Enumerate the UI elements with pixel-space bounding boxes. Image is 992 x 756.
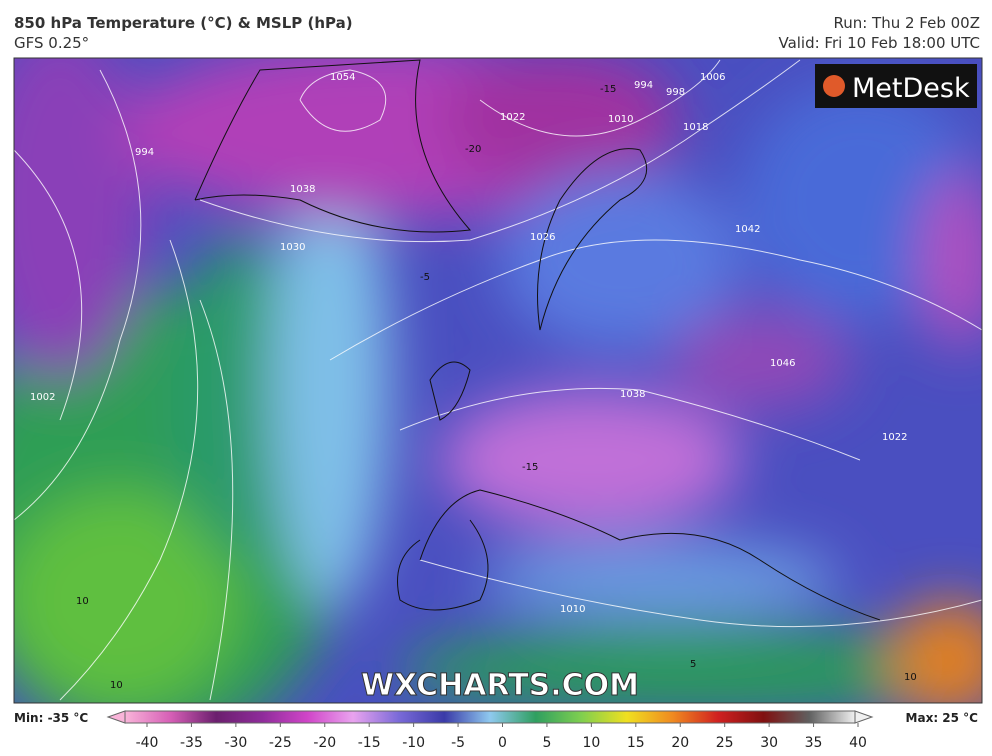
map: 1054 1038 1030 1022 1010 994 998 1006 10… <box>14 58 982 703</box>
isobar-label: 1026 <box>530 232 555 243</box>
colorbar-tick-label: 15 <box>627 735 645 751</box>
isobar-label: 1006 <box>700 72 725 83</box>
logo-icon <box>823 75 845 97</box>
colorbar-tick-label: -25 <box>269 735 292 751</box>
colorbar-tick-label: -15 <box>358 735 381 751</box>
colorbar-tick-label: -30 <box>224 735 247 751</box>
isobar-label: 998 <box>666 87 685 98</box>
isobar-label: 994 <box>634 80 653 91</box>
temperature-label: 10 <box>904 672 917 683</box>
colorbar-tick-label: -5 <box>451 735 465 751</box>
temperature-label: 10 <box>76 596 89 607</box>
colorbar-ticks: -40 -35 -30 -25 -20 -15 -10 -5 0 5 10 15 20 25 30 35 40 <box>136 723 867 751</box>
colorbar-tick-label: -40 <box>136 735 159 751</box>
colorbar-tick-label: 25 <box>716 735 734 751</box>
colorbar-tick-label: 20 <box>671 735 689 751</box>
isobar-label: 1054 <box>330 72 355 83</box>
isobar-label: 1030 <box>280 242 305 253</box>
colorbar <box>124 710 856 724</box>
colorbar-tick-label: 0 <box>498 735 507 751</box>
temperature-label: -15 <box>522 462 538 473</box>
isobar-label: 1042 <box>735 224 760 235</box>
temperature-label: 10 <box>110 680 123 691</box>
colorbar-tick-label: -20 <box>313 735 336 751</box>
logo-text: MetDesk <box>852 73 970 104</box>
temperature-label: -5 <box>420 272 430 283</box>
colorbar-tick-label: 30 <box>760 735 778 751</box>
min-label: Min: -35 °C <box>14 711 88 725</box>
watermark: WXCHARTS.COM <box>361 668 639 703</box>
isobar-label: 1022 <box>500 112 525 123</box>
isobar-label: 1022 <box>882 432 907 443</box>
colorbar-low-end <box>106 710 126 724</box>
subtitle: GFS 0.25° <box>14 34 89 52</box>
temperature-label: -15 <box>600 84 616 95</box>
colorbar-tick-label: -35 <box>180 735 203 751</box>
colorbar-tick-label: -10 <box>402 735 425 751</box>
isobar-label: 1018 <box>683 122 708 133</box>
colorbar-tick-label: 10 <box>582 735 600 751</box>
isobar-label: 1038 <box>290 184 315 195</box>
isobar-label: 1010 <box>560 604 585 615</box>
temperature-label: 5 <box>690 659 696 670</box>
temperature-label: -20 <box>465 144 481 155</box>
title: 850 hPa Temperature (°C) & MSLP (hPa) <box>14 14 353 32</box>
map-labels: 1054 1038 1030 1022 1010 994 998 1006 10… <box>30 72 917 691</box>
isobar-label: 1010 <box>608 114 633 125</box>
colorbar-tick-label: 5 <box>542 735 551 751</box>
valid-time: Valid: Fri 10 Feb 18:00 UTC <box>778 34 980 52</box>
isobar-label: 1038 <box>620 389 645 400</box>
colorbar-tick-label: 35 <box>805 735 823 751</box>
isobar-label: 994 <box>135 147 154 158</box>
colorbar-tick-label: 40 <box>849 735 867 751</box>
isobar-label: 1046 <box>770 358 795 369</box>
max-label: Max: 25 °C <box>906 711 979 725</box>
isobar-label: 1002 <box>30 392 55 403</box>
colorbar-high-end <box>854 710 874 724</box>
map-frame <box>13 57 983 704</box>
run-time: Run: Thu 2 Feb 00Z <box>833 14 980 32</box>
